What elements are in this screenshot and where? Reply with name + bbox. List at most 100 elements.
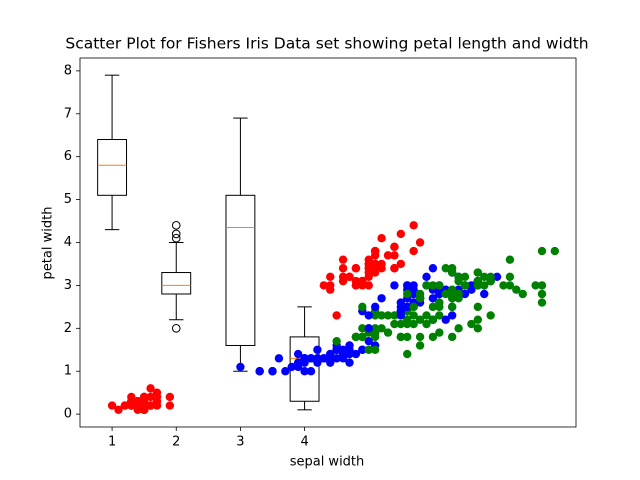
point <box>473 324 483 333</box>
point <box>422 272 431 282</box>
point <box>518 289 527 299</box>
point <box>403 315 412 324</box>
point <box>383 328 393 337</box>
point <box>377 311 386 320</box>
point <box>255 367 264 376</box>
point <box>127 401 136 410</box>
point <box>370 345 380 354</box>
point <box>473 302 483 312</box>
point <box>473 315 483 324</box>
point <box>351 281 361 290</box>
point <box>415 238 425 247</box>
point <box>537 289 547 299</box>
point <box>486 276 495 286</box>
point <box>505 255 515 264</box>
point <box>447 332 457 342</box>
point <box>396 229 406 239</box>
point <box>428 281 438 290</box>
point <box>409 246 418 256</box>
point <box>415 294 425 303</box>
x-tick-label: 1 <box>108 435 116 450</box>
point <box>409 311 418 320</box>
flier <box>171 221 181 230</box>
box <box>97 139 128 196</box>
point <box>306 367 316 376</box>
point <box>358 302 367 312</box>
point <box>409 221 418 230</box>
point <box>428 294 438 303</box>
point <box>531 281 540 290</box>
point <box>486 311 495 320</box>
point <box>338 349 348 359</box>
point <box>396 332 406 342</box>
point <box>435 328 444 337</box>
point <box>364 259 373 269</box>
point <box>370 264 380 273</box>
point <box>268 367 277 376</box>
point <box>358 324 367 333</box>
y-tick-label: 3 <box>64 278 72 293</box>
point <box>120 401 130 410</box>
point <box>287 362 296 372</box>
point <box>409 302 418 312</box>
point <box>480 281 489 290</box>
point <box>377 324 386 333</box>
point <box>390 311 399 320</box>
point <box>492 272 502 282</box>
point <box>383 311 393 320</box>
point <box>326 281 335 290</box>
y-tick-label: 7 <box>64 106 72 121</box>
point <box>537 298 547 307</box>
point <box>133 401 142 410</box>
point <box>390 281 399 290</box>
point <box>460 281 470 290</box>
point <box>454 289 463 299</box>
y-tick-label: 2 <box>64 321 72 336</box>
point <box>338 272 348 282</box>
point <box>107 401 117 410</box>
point <box>293 358 303 367</box>
point <box>165 392 175 402</box>
point <box>550 246 560 256</box>
point <box>441 289 450 299</box>
point <box>319 281 329 290</box>
point <box>364 311 373 320</box>
x-tick-label: 2 <box>172 435 180 450</box>
plot-frame <box>79 57 577 428</box>
point <box>428 315 438 324</box>
point <box>512 285 521 294</box>
flier <box>171 229 181 239</box>
point <box>435 311 444 320</box>
point <box>319 354 329 363</box>
point <box>293 349 303 359</box>
y-tick-label: 4 <box>64 235 72 250</box>
point <box>364 268 373 277</box>
point <box>499 281 508 290</box>
point <box>403 332 412 342</box>
point <box>390 251 399 260</box>
point <box>351 332 361 342</box>
point <box>370 332 380 342</box>
point <box>146 392 155 402</box>
x-tick-label: 3 <box>236 435 244 450</box>
point <box>351 349 361 359</box>
point <box>447 311 457 320</box>
point <box>152 388 162 397</box>
point <box>390 319 399 329</box>
point <box>345 272 354 282</box>
point <box>358 332 367 342</box>
point <box>313 354 322 363</box>
point <box>338 264 348 273</box>
point <box>441 264 450 273</box>
point <box>152 401 162 410</box>
point <box>428 302 438 312</box>
y-tick-label: 6 <box>64 149 72 164</box>
y-tick-label: 5 <box>64 192 72 207</box>
point <box>467 319 476 329</box>
point <box>377 264 386 273</box>
point <box>447 289 457 299</box>
point <box>370 311 380 320</box>
